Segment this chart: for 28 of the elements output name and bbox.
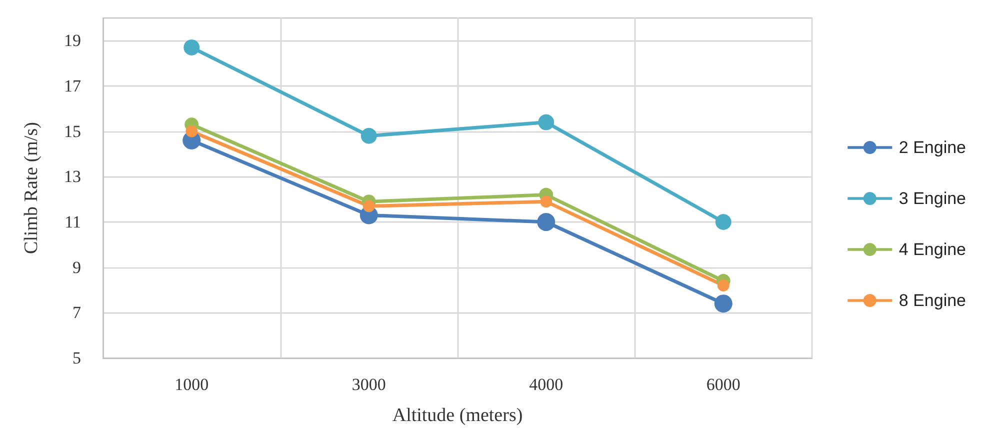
y-tick-label: 15 [64,122,81,141]
point [538,114,554,130]
point [715,214,732,230]
point [186,125,198,138]
y-tick-label: 5 [72,348,81,368]
y-tick-label: 7 [72,303,82,322]
x-tick-label: 4000 [529,375,564,394]
y-tick-label: 11 [64,212,81,232]
point [360,128,377,144]
point [717,279,730,292]
point [184,39,200,56]
x-tick-label: 3000 [352,375,386,394]
point [362,200,375,212]
point [714,294,732,313]
legend-label: 4 Engine [898,240,966,259]
y-tick-label: 9 [72,258,81,277]
y-axis-title: Climb Rate (m/s) [21,122,42,254]
y-tick-label: 17 [64,76,82,96]
x-axis-title: Altitude (meters) [392,405,523,426]
point [540,196,552,208]
y-tick-label: 13 [64,167,81,186]
x-tick-label: 1000 [174,375,209,394]
legend-label: 3 Engine [898,189,966,208]
y-tick-label: 19 [64,31,81,50]
point [537,213,556,231]
legend-label: 2 Engine [898,138,966,157]
x-tick-label: 6000 [706,375,740,394]
legend-label: 8 Engine [898,291,966,310]
